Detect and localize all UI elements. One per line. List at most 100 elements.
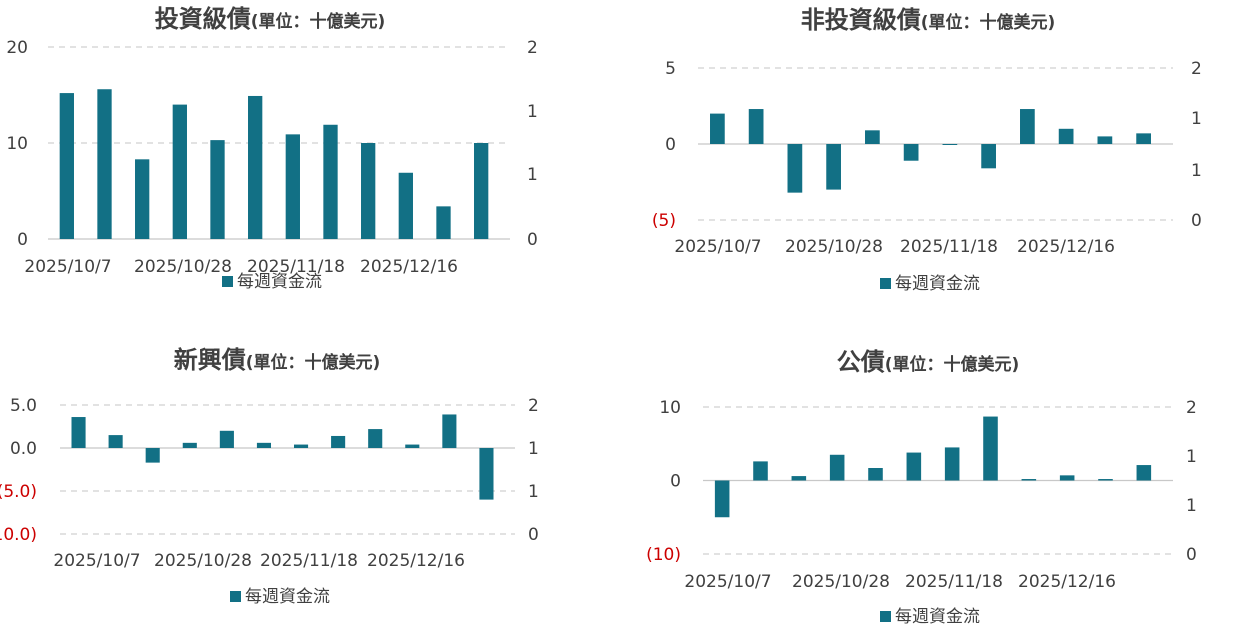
bar: [1097, 136, 1113, 144]
bar: [868, 468, 883, 481]
legend-swatch: [880, 611, 891, 622]
chart-title-main: 投資級債: [155, 5, 251, 33]
legend-label: 每週資金流: [237, 272, 322, 292]
chart-svg: 投資級債(單位：十億美元) 0 10 20 0 1 1 2 2025/10/7 2025/10/2…: [6, 5, 538, 292]
bar: [71, 417, 86, 448]
x-tick-label: 2025/11/18: [905, 572, 1003, 592]
legend-swatch: [230, 591, 241, 602]
chart-title-unit: (單位：十億美元): [885, 354, 1020, 375]
bar: [108, 435, 123, 448]
chart-emerging-market: 新興債(單位：十億美元) (10.0) (5.0) 0.0 5.0 0 1 1 2 2025/10…: [0, 317, 618, 635]
bar: [944, 447, 960, 481]
x-tick-label: 2025/12/16: [1018, 572, 1116, 592]
y2-tick-label: 0: [1186, 545, 1197, 565]
legend-swatch: [880, 278, 891, 289]
bar: [748, 109, 764, 144]
y-tick-label: (5.0): [0, 482, 37, 502]
y2-tick-label: 2: [527, 38, 538, 58]
bar: [753, 461, 768, 481]
bar: [1136, 133, 1151, 144]
legend-label: 每週資金流: [895, 607, 980, 627]
chart-title-main: 新興債: [174, 346, 246, 374]
bar: [1136, 465, 1152, 481]
y-tick-label: (10.0): [0, 525, 37, 545]
bar: [865, 130, 880, 144]
bar: [1020, 109, 1035, 144]
bar: [323, 124, 338, 239]
x-tick-label: 2025/12/16: [360, 257, 458, 277]
bar: [479, 448, 494, 500]
x-tick-label: 2025/10/28: [134, 257, 232, 277]
x-tick-label: 2025/12/16: [367, 551, 465, 571]
bar: [710, 113, 725, 144]
y2-tick-label: 1: [527, 165, 538, 185]
bar: [361, 143, 376, 239]
x-tick-label: 2025/12/16: [1017, 237, 1115, 257]
chart-title-main: 非投資級債: [801, 6, 921, 34]
chart-title: 公債(單位：十億美元): [837, 348, 1020, 376]
bar: [59, 93, 74, 239]
bar: [285, 134, 300, 239]
x-tick-label: 2025/10/28: [785, 237, 883, 257]
bar: [442, 414, 457, 448]
bar: [714, 480, 730, 518]
chart-title: 新興債(單位：十億美元): [174, 346, 381, 374]
legend-label: 每週資金流: [245, 587, 330, 607]
y2-tick-label: 1: [528, 482, 539, 502]
bar: [405, 444, 420, 448]
y2-tick-label: 1: [1186, 496, 1197, 516]
bar: [981, 144, 996, 169]
bar: [942, 144, 958, 145]
x-tick-label: 2025/10/28: [154, 551, 252, 571]
bar: [983, 416, 998, 481]
bar: [1098, 479, 1113, 481]
bar: [219, 430, 234, 448]
bar: [97, 89, 112, 240]
bar: [293, 444, 309, 448]
x-tick-label: 2025/10/7: [24, 257, 111, 277]
y2-tick-label: 2: [1191, 59, 1202, 79]
bar: [248, 95, 263, 240]
bar: [829, 454, 845, 481]
chart-title: 非投資級債(單位：十億美元): [801, 6, 1056, 34]
y-tick-label: 5: [665, 59, 676, 79]
bar: [256, 442, 272, 448]
chart-high-yield: 非投資級債(單位：十億美元) (5) 0 5 0 1 1 2 2025/10/7 2025/10/…: [618, 0, 1236, 317]
chart-title-unit: (單位：十億美元): [921, 12, 1056, 33]
x-tick-label: 2025/10/7: [684, 572, 771, 592]
chart-title-unit: (單位：十億美元): [246, 352, 381, 373]
y2-tick-label: 1: [1191, 161, 1202, 181]
bar: [787, 144, 803, 193]
chart-title-unit: (單位：十億美元): [251, 11, 386, 32]
chart-svg: 新興債(單位：十億美元) (10.0) (5.0) 0.0 5.0 0 1 1 2 2025/10…: [0, 346, 539, 607]
bar: [1021, 479, 1037, 481]
chart-svg: 公債(單位：十億美元) (10) 0 10 0 1 1 2 2025/10/7 2025/10/2…: [646, 348, 1197, 627]
y2-tick-label: 2: [528, 396, 539, 416]
y-tick-label: 0.0: [10, 439, 37, 459]
y2-tick-label: 1: [1191, 109, 1202, 129]
bar: [145, 448, 160, 463]
chart-government-bond: 公債(單位：十億美元) (10) 0 10 0 1 1 2 2025/10/7 2025/10/2…: [618, 317, 1236, 635]
bar: [1059, 475, 1075, 481]
y2-tick-label: 0: [527, 230, 538, 250]
x-tick-label: 2025/10/28: [792, 572, 890, 592]
y2-tick-label: 0: [528, 525, 539, 545]
y2-tick-label: 0: [1191, 211, 1202, 231]
x-tick-label: 2025/11/18: [900, 237, 998, 257]
chart-title-main: 公債: [837, 348, 885, 376]
bar: [331, 435, 346, 448]
y-tick-label: 0: [670, 472, 681, 492]
chart-title: 投資級債(單位：十億美元): [155, 5, 386, 33]
bar: [791, 476, 807, 481]
y-tick-label: (10): [646, 545, 681, 565]
y2-tick-label: 1: [528, 439, 539, 459]
bar: [436, 206, 451, 239]
y-tick-label: 5.0: [10, 396, 37, 416]
x-tick-label: 2025/11/18: [260, 551, 358, 571]
bar: [1058, 128, 1074, 144]
bar: [210, 140, 225, 239]
x-tick-label: 2025/10/7: [53, 551, 140, 571]
x-tick-label: 2025/11/18: [247, 257, 345, 277]
bar: [906, 452, 922, 481]
y-tick-label: 20: [6, 38, 28, 58]
